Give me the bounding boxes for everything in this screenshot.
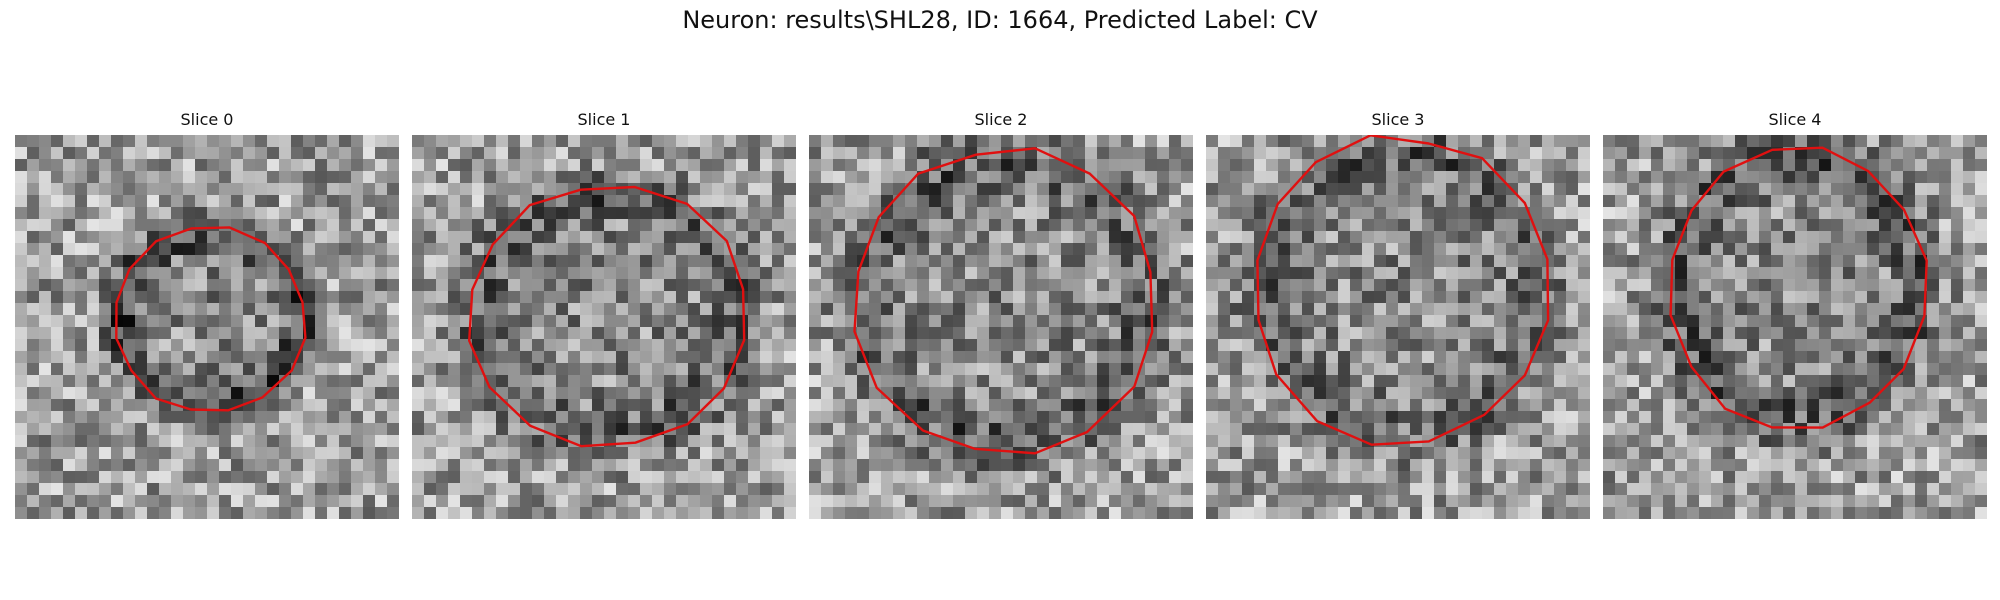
roi-contour [853,147,1154,455]
roi-contour [1669,146,1928,429]
roi-contour [468,185,746,448]
figure-title: Neuron: results\SHL28, ID: 1664, Predict… [682,6,1318,34]
slice-image-1 [412,135,796,519]
slice-image-4 [1603,135,1987,519]
roi-contour [115,226,307,412]
slice-image-0 [15,135,399,519]
slice-panel-0: Slice 0 [15,110,399,530]
slice-title-1: Slice 1 [577,110,631,129]
slice-panel-3: Slice 3 [1206,110,1590,530]
roi-contour [1256,135,1550,446]
pixel-texture [1206,135,1590,519]
slice-image-2 [809,135,1193,519]
slice-panel-4: Slice 4 [1603,110,1987,530]
slice-panel-1: Slice 1 [412,110,796,530]
slice-panel-2: Slice 2 [809,110,1193,530]
slice-image-3 [1206,135,1590,519]
slice-title-2: Slice 2 [974,110,1028,129]
pixel-texture [1603,135,1987,519]
pixel-texture [15,135,399,519]
slice-title-3: Slice 3 [1371,110,1425,129]
slice-title-0: Slice 0 [180,110,234,129]
slice-title-4: Slice 4 [1768,110,1822,129]
pixel-texture [412,135,796,519]
pixel-texture [809,135,1193,519]
